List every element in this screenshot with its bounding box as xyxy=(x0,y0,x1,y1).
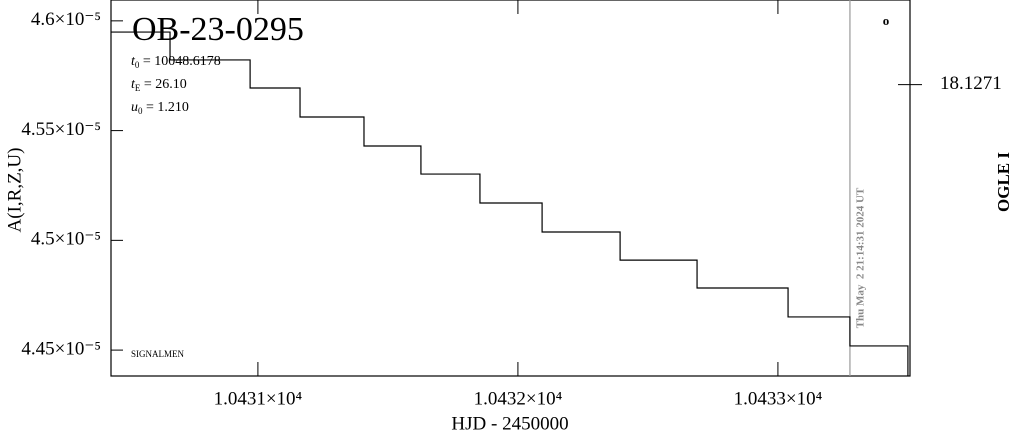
annotation-sub: 0 xyxy=(135,60,140,70)
annotation: tE = 26.10 xyxy=(131,77,187,93)
plot-frame xyxy=(110,0,911,377)
y2-tick-label: 18.1271 xyxy=(940,73,1002,94)
y-tick-label: 4.5×10⁻⁵ xyxy=(31,229,101,250)
timestamp: Thu May 2 21:14:31 2024 UT xyxy=(855,187,867,328)
annotation-symbol: t xyxy=(131,77,136,92)
x-tick-label: 1.0432×10⁴ xyxy=(474,388,563,409)
y-tick-label: 4.6×10⁻⁵ xyxy=(31,9,101,30)
y-tick-label: 4.55×10⁻⁵ xyxy=(21,119,101,140)
annotation-symbol: t xyxy=(131,54,136,69)
x-tick-label: 1.0433×10⁴ xyxy=(734,388,823,409)
annotation-sub: E xyxy=(135,83,141,93)
data-line xyxy=(111,31,909,376)
y-axis-label: A(I,R,Z,U) xyxy=(4,148,25,233)
annotation-sub: 0 xyxy=(138,106,143,116)
x-tick-label: 1.0431×10⁴ xyxy=(214,388,303,409)
y-tick-label: 4.45×10⁻⁵ xyxy=(21,338,101,359)
y2-axis-label: OGLE I xyxy=(994,152,1013,212)
x-axis-label: HJD - 2450000 xyxy=(451,413,568,434)
annotation-text: = 1.210 xyxy=(143,100,189,115)
annotation-text: = 26.10 xyxy=(140,77,186,92)
chart-title: OB-23-0295 xyxy=(132,11,304,48)
marker: o xyxy=(883,13,890,28)
footer: SIGNALMEN xyxy=(131,349,184,359)
annotation-text: = 10048.6178 xyxy=(139,54,220,69)
annotation: u0 = 1.210 xyxy=(131,100,189,116)
annotation-symbol: u xyxy=(131,100,138,115)
annotation: t0 = 10048.6178 xyxy=(131,54,221,70)
